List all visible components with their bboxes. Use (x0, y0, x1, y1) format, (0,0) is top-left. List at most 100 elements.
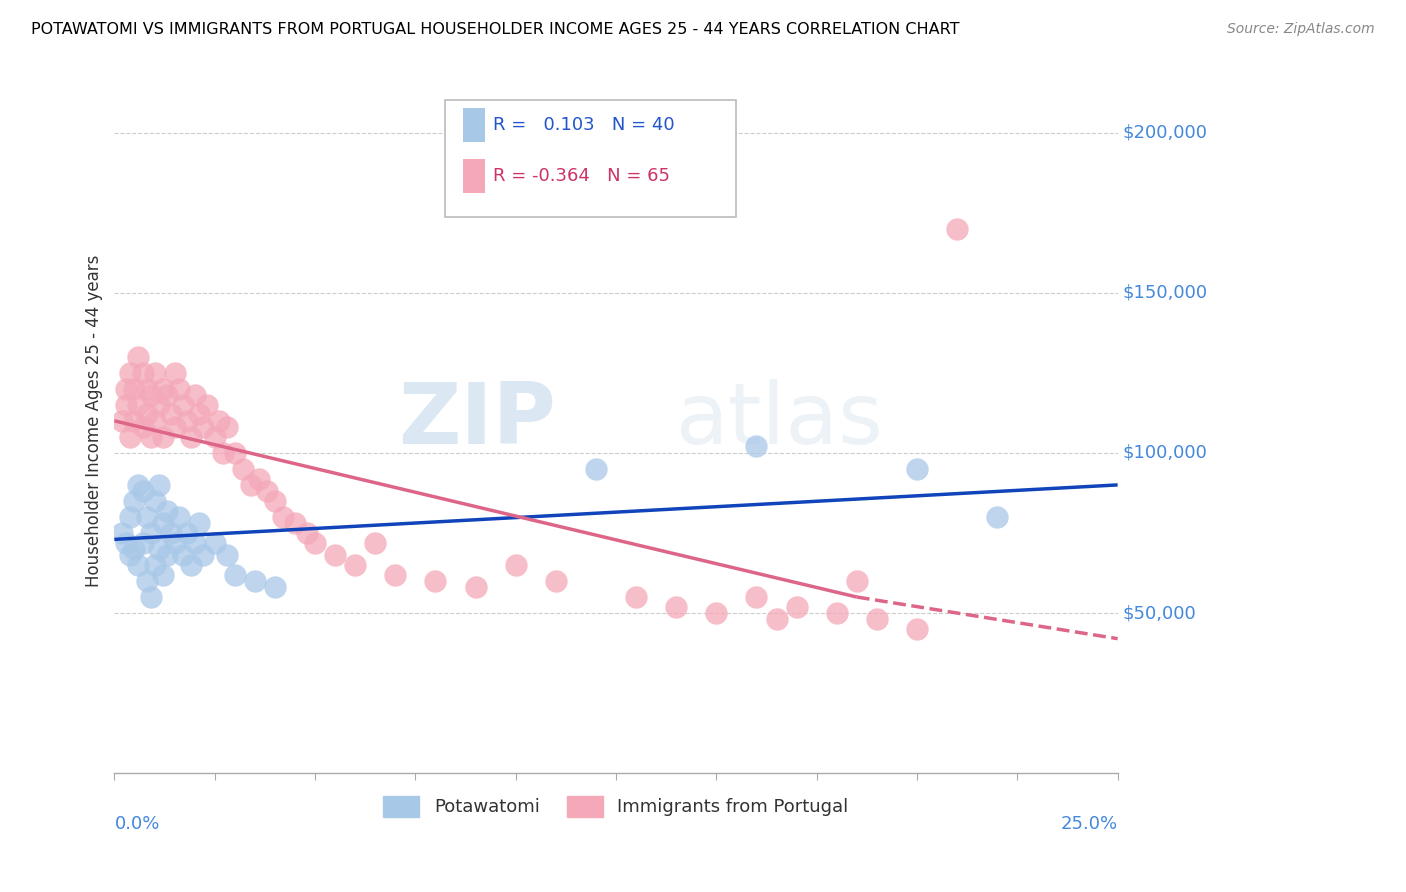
Point (905, 622, 928, 636)
Point (180, 430, 202, 444)
Point (172, 398, 194, 412)
Point (143, 414, 166, 428)
Point (344, 558, 367, 572)
Point (148, 398, 170, 412)
Point (224, 446, 246, 460)
Point (204, 430, 226, 444)
Text: $50,000: $50,000 (1122, 604, 1197, 622)
Point (131, 535, 153, 549)
Point (127, 350, 149, 364)
Point (152, 567, 174, 582)
Point (786, 599, 808, 614)
Point (211, 446, 233, 460)
Point (135, 574, 157, 588)
Point (167, 382, 190, 396)
Point (183, 535, 205, 549)
Point (115, 535, 138, 549)
Point (120, 366, 142, 380)
Point (155, 549, 177, 563)
Point (135, 510, 157, 524)
Point (195, 398, 218, 412)
Point (115, 382, 138, 396)
Point (135, 382, 157, 396)
Point (256, 484, 278, 499)
Point (139, 525, 162, 540)
Point (139, 430, 162, 444)
Point (124, 541, 146, 556)
Point (111, 525, 134, 540)
Point (139, 590, 162, 604)
Point (159, 408, 181, 422)
Point (152, 430, 174, 444)
Point (131, 366, 153, 380)
Point (120, 430, 142, 444)
Point (143, 558, 166, 572)
Point (544, 574, 567, 588)
Point (905, 462, 928, 476)
Bar (463, 108, 485, 142)
Point (304, 535, 326, 549)
Text: 25.0%: 25.0% (1060, 815, 1118, 833)
Point (224, 567, 246, 582)
Point (135, 408, 157, 422)
Point (124, 494, 146, 508)
Text: $200,000: $200,000 (1122, 124, 1208, 142)
Point (745, 440, 768, 454)
Point (148, 478, 170, 492)
Point (264, 581, 287, 595)
Point (163, 420, 186, 434)
Point (946, 221, 969, 235)
Point (124, 414, 146, 428)
Y-axis label: Householder Income Ages 25 - 44 years: Householder Income Ages 25 - 44 years (86, 255, 103, 587)
Point (155, 503, 177, 517)
Point (124, 382, 146, 396)
Point (127, 558, 149, 572)
Point (180, 558, 202, 572)
Point (866, 612, 889, 626)
Point (143, 494, 166, 508)
Point (284, 516, 307, 531)
Point (159, 525, 181, 540)
Point (127, 478, 149, 492)
Text: $150,000: $150,000 (1122, 284, 1208, 301)
Text: R = -0.364   N = 65: R = -0.364 N = 65 (492, 168, 669, 186)
Point (239, 478, 262, 492)
FancyBboxPatch shape (446, 100, 737, 217)
Point (152, 382, 174, 396)
Point (665, 599, 688, 614)
Text: POTAWATOMI VS IMMIGRANTS FROM PORTUGAL HOUSEHOLDER INCOME AGES 25 - 44 YEARS COR: POTAWATOMI VS IMMIGRANTS FROM PORTUGAL H… (31, 22, 959, 37)
Point (243, 574, 266, 588)
Text: atlas: atlas (676, 379, 884, 462)
Point (505, 558, 527, 572)
Point (127, 398, 149, 412)
Point (208, 414, 231, 428)
Point (191, 420, 214, 434)
Point (155, 388, 177, 402)
Legend: Potawatomi, Immigrants from Portugal: Potawatomi, Immigrants from Portugal (377, 789, 856, 824)
Point (187, 408, 209, 422)
Point (845, 574, 868, 588)
Point (323, 549, 346, 563)
Point (187, 516, 209, 531)
Point (176, 525, 198, 540)
Point (148, 541, 170, 556)
Point (120, 549, 142, 563)
Point (131, 484, 153, 499)
Point (745, 590, 768, 604)
Text: $100,000: $100,000 (1122, 444, 1208, 462)
Point (425, 574, 447, 588)
Point (152, 516, 174, 531)
Text: Source: ZipAtlas.com: Source: ZipAtlas.com (1227, 22, 1375, 37)
Point (191, 549, 214, 563)
Point (232, 462, 254, 476)
Point (247, 471, 270, 485)
Text: ZIP: ZIP (398, 379, 555, 462)
Point (585, 462, 607, 476)
Point (215, 549, 238, 563)
Point (624, 590, 647, 604)
Point (139, 388, 162, 402)
Point (163, 535, 186, 549)
Point (704, 606, 727, 620)
Point (172, 549, 194, 563)
Point (176, 414, 198, 428)
